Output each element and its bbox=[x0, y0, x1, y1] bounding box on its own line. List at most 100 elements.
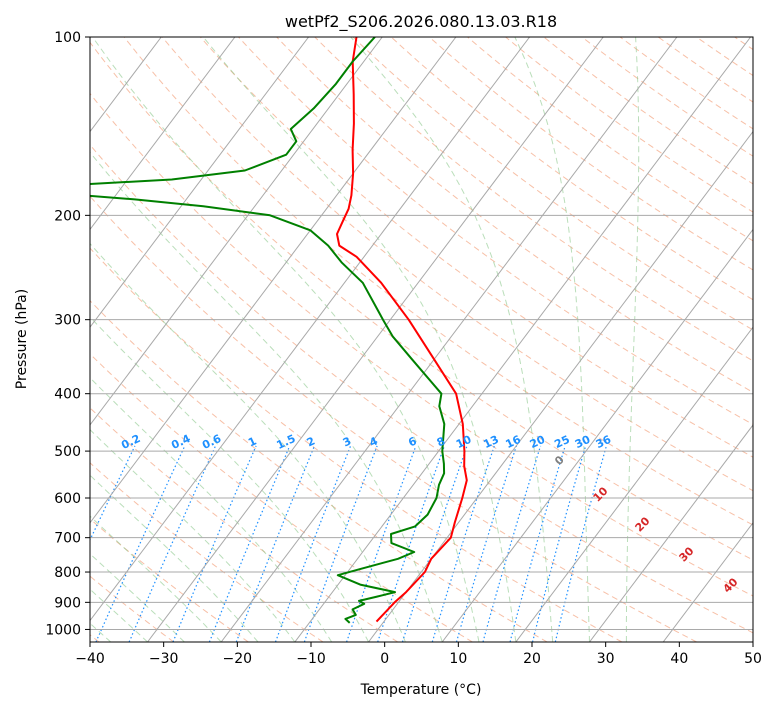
dry-adiabat-line bbox=[200, 37, 753, 458]
dry-adiabat-line bbox=[90, 518, 249, 642]
mixing-ratio-line bbox=[509, 445, 566, 642]
moist-adiabat-line bbox=[90, 588, 148, 642]
isotherm-line bbox=[147, 37, 604, 642]
mixing-ratio-label: 36 bbox=[594, 433, 614, 451]
isotherm-line bbox=[368, 130, 753, 642]
moist-adiabat-label: 10 bbox=[591, 484, 611, 504]
moist-adiabat-line bbox=[90, 515, 222, 642]
y-tick-label: 200 bbox=[54, 208, 81, 224]
mixing-ratio-line bbox=[235, 445, 316, 642]
dry-adiabat-line bbox=[90, 143, 753, 634]
moist-adiabat-line bbox=[90, 377, 333, 642]
mixing-ratio-line bbox=[128, 445, 217, 642]
moist-adiabat-line bbox=[90, 151, 443, 642]
isotherm-line bbox=[90, 37, 309, 329]
x-tick-label: 20 bbox=[523, 651, 541, 667]
isotherm-line bbox=[515, 326, 753, 642]
moist-adiabat-line bbox=[514, 37, 590, 642]
dry-adiabat-line bbox=[276, 37, 753, 393]
moist-adiabat-line bbox=[202, 37, 517, 642]
x-tick-label: 50 bbox=[744, 651, 762, 667]
moist-adiabat-label: 20 bbox=[633, 514, 653, 534]
mixing-ratio-label: 25 bbox=[552, 433, 571, 451]
dry-adiabat-line bbox=[505, 37, 753, 213]
x-tick-label: 30 bbox=[597, 651, 615, 667]
mixing-ratio-label: 20 bbox=[528, 433, 548, 451]
line-labels: 0.2 0.4 0.6 1 1.5 2 3 4 6 8 10 13 16 20 25 30 3601020304… bbox=[119, 432, 740, 596]
mixing-ratio-label: 1 bbox=[246, 434, 258, 449]
moist-adiabat-label: 0 bbox=[552, 453, 567, 468]
mixing-ratio-label: 16 bbox=[504, 433, 524, 451]
mixing-ratio-label: 3 bbox=[341, 434, 353, 449]
dry-adiabat-line bbox=[390, 37, 753, 301]
x-tick-label: 40 bbox=[670, 651, 688, 667]
mixing-ratio-label: 0.4 bbox=[169, 432, 192, 452]
isotherm-line bbox=[220, 37, 678, 642]
mixing-ratio-line bbox=[346, 445, 417, 642]
moist-adiabat-line bbox=[90, 316, 369, 642]
x-axis-label: Temperature (°C) bbox=[360, 682, 482, 698]
isotherm-line bbox=[90, 37, 457, 524]
dry-adiabat-line bbox=[90, 92, 753, 597]
y-tick-label: 800 bbox=[54, 565, 81, 581]
temperature-profile-line bbox=[336, 37, 468, 623]
mixing-ratio-label: 1.5 bbox=[274, 432, 297, 452]
y-axis-label: Pressure (hPa) bbox=[14, 289, 30, 389]
mixing-ratio-line bbox=[455, 445, 517, 642]
mixing-ratio-label: 2 bbox=[305, 434, 317, 449]
isotherm-line bbox=[294, 37, 751, 642]
mixing-ratio-label: 0.6 bbox=[200, 432, 223, 452]
mixing-ratio-line bbox=[554, 445, 607, 642]
x-tick-label: 10 bbox=[449, 651, 467, 667]
y-tick-label: 500 bbox=[54, 444, 81, 460]
moist-adiabat-line bbox=[90, 553, 185, 642]
mixing-ratio-line bbox=[482, 445, 542, 642]
x-tick-label: −30 bbox=[149, 651, 179, 667]
dry-adiabat-line bbox=[543, 37, 753, 185]
y-tick-label: 1000 bbox=[45, 622, 81, 638]
y-tick-label: 900 bbox=[54, 595, 81, 611]
y-tick-label: 300 bbox=[54, 313, 81, 329]
x-tick-label: −10 bbox=[296, 651, 326, 667]
dewpoint-profile-line bbox=[90, 37, 446, 624]
x-tick-label: −40 bbox=[75, 651, 105, 667]
x-tick-label: 0 bbox=[380, 651, 389, 667]
y-tick-label: 400 bbox=[54, 387, 81, 403]
chart-title: wetPf2_S206.2026.080.13.03.R18 bbox=[285, 12, 557, 32]
moist-adiabat-line bbox=[350, 37, 554, 642]
isotherm-line bbox=[662, 521, 753, 642]
moist-adiabat-line bbox=[92, 37, 480, 642]
dry-adiabat-line bbox=[581, 37, 753, 157]
mixing-ratio-label: 6 bbox=[406, 434, 419, 449]
y-tick-label: 700 bbox=[54, 531, 81, 547]
dry-adiabat-line bbox=[619, 37, 753, 130]
dry-adiabat-line bbox=[90, 300, 548, 642]
mixing-ratio-label: 0.2 bbox=[119, 432, 142, 452]
isotherm-line bbox=[589, 424, 753, 642]
mixing-ratio-line bbox=[274, 445, 352, 642]
isotherm-line bbox=[441, 228, 753, 642]
dry-adiabat-line bbox=[90, 407, 399, 642]
mixing-ratio-line bbox=[377, 445, 445, 642]
dry-adiabat-line bbox=[352, 37, 753, 331]
grid-lines bbox=[90, 37, 753, 642]
dry-adiabat-line bbox=[734, 37, 753, 51]
axis-ticks: −40 −30 −20 −10 0 10 20 30 40 5010020030040050060… bbox=[45, 30, 762, 667]
mixing-ratio-label: 13 bbox=[481, 433, 500, 451]
isotherm-line bbox=[90, 37, 383, 426]
dry-adiabat-line bbox=[90, 195, 697, 642]
moist-adiabat-line bbox=[0, 37, 74, 642]
dry-adiabat-line bbox=[467, 37, 753, 242]
dry-adiabat-line bbox=[90, 353, 473, 642]
isotherm-line bbox=[90, 37, 530, 622]
y-tick-label: 600 bbox=[54, 491, 81, 507]
mixing-ratio-label: 30 bbox=[573, 433, 593, 451]
dry-adiabat-line bbox=[90, 462, 324, 642]
y-tick-label: 100 bbox=[54, 30, 81, 46]
dry-adiabat-line bbox=[238, 37, 753, 425]
x-tick-label: −20 bbox=[223, 651, 253, 667]
dry-adiabat-line bbox=[90, 247, 623, 642]
dry-adiabat-line bbox=[657, 37, 753, 103]
